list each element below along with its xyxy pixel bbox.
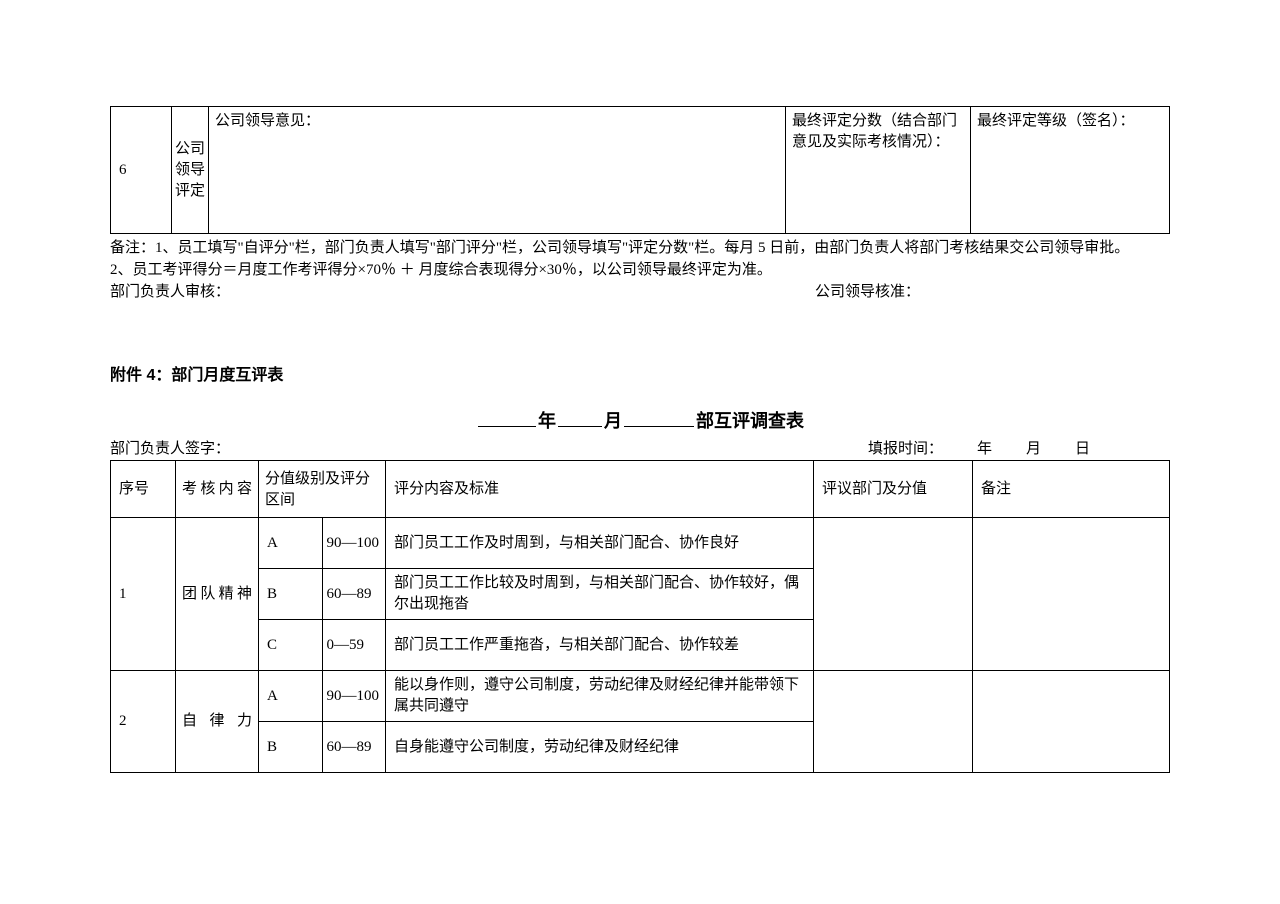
leader-review-table: 6 公司领导评定 公司领导意见： 最终评定分数（结合部门意见及实际考核情况）： … [110, 106, 1170, 234]
g1-r2-range: 60—89 [322, 569, 386, 620]
g2-r1-std: 能以身作则，遵守公司制度，劳动纪律及财经纪律并能带领下属共同遵守 [386, 671, 814, 722]
g2-r1-lvl: A [259, 671, 323, 722]
g2-r1-range: 90—100 [322, 671, 386, 722]
leader-sign-label: 公司领导核准： [815, 282, 1170, 304]
row-vertical-label: 公司领导评定 [172, 107, 209, 234]
hdr-standard: 评分内容及标准 [386, 461, 814, 518]
g2-category: 自律力 [176, 671, 259, 773]
note-line-2: 2、员工考评得分＝月度工作考评得分×70％ ＋ 月度综合表现得分×30％，以公司… [110, 260, 1170, 282]
g2-dept-score [814, 671, 973, 773]
hdr-category: 考核内容 [176, 461, 259, 518]
attachment-label: 附件 4： [110, 367, 171, 384]
survey-title: 年 月 部互评调查表 [110, 407, 1170, 433]
hdr-remark: 备注 [973, 461, 1170, 518]
notes-block: 备注：1、员工填写"自评分"栏，部门负责人填写"部门评分"栏，公司领导填写"评定… [110, 238, 1170, 303]
hdr-dept-score: 评议部门及分值 [814, 461, 973, 518]
g1-r1-std: 部门员工工作及时周到，与相关部门配合、协作良好 [386, 518, 814, 569]
leader-opinion-cell: 公司领导意见： [209, 107, 786, 234]
dept-head-sign-label: 部门负责人签字： [110, 437, 230, 458]
survey-month-label: 月 [604, 411, 622, 431]
note-line-1: 备注：1、员工填写"自评分"栏，部门负责人填写"部门评分"栏，公司领导填写"评定… [110, 238, 1170, 260]
g1-r1-lvl: A [259, 518, 323, 569]
dept-sign-label: 部门负责人审核： [110, 282, 230, 304]
g2-remark [973, 671, 1170, 773]
g1-r1-range: 90—100 [322, 518, 386, 569]
hdr-level-range: 分值级别及评分区间 [259, 461, 386, 518]
g1-remark [973, 518, 1170, 671]
g1-r2-std: 部门员工工作比较及时周到，与相关部门配合、协作较好，偶尔出现拖沓 [386, 569, 814, 620]
survey-meta-row: 部门负责人签字： 填报时间：年月日 [110, 437, 1170, 458]
final-score-cell: 最终评定分数（结合部门意见及实际考核情况）： [786, 107, 971, 234]
hdr-seq: 序号 [111, 461, 176, 518]
g1-category: 团队精神 [176, 518, 259, 671]
g2-r2-range: 60—89 [322, 722, 386, 773]
survey-year-label: 年 [538, 411, 556, 431]
attachment-heading: 附件 4：部门月度互评表 [110, 361, 1170, 385]
g1-seq: 1 [111, 518, 176, 671]
g1-dept-score [814, 518, 973, 671]
attachment-title: 部门月度互评表 [171, 367, 283, 384]
g2-r2-lvl: B [259, 722, 323, 773]
peer-review-table: 序号 考核内容 分值级别及评分区间 评分内容及标准 评议部门及分值 备注 1 团… [110, 460, 1170, 773]
row-number: 6 [111, 107, 172, 234]
g1-r3-range: 0—59 [322, 620, 386, 671]
g1-r2-lvl: B [259, 569, 323, 620]
fill-time-label: 填报时间：年月日 [868, 437, 1170, 458]
final-grade-cell: 最终评定等级（签名）： [971, 107, 1170, 234]
survey-suffix: 部互评调查表 [696, 411, 804, 431]
g2-seq: 2 [111, 671, 176, 773]
g1-r3-std: 部门员工工作严重拖沓，与相关部门配合、协作较差 [386, 620, 814, 671]
g2-r2-std: 自身能遵守公司制度，劳动纪律及财经纪律 [386, 722, 814, 773]
g1-r3-lvl: C [259, 620, 323, 671]
